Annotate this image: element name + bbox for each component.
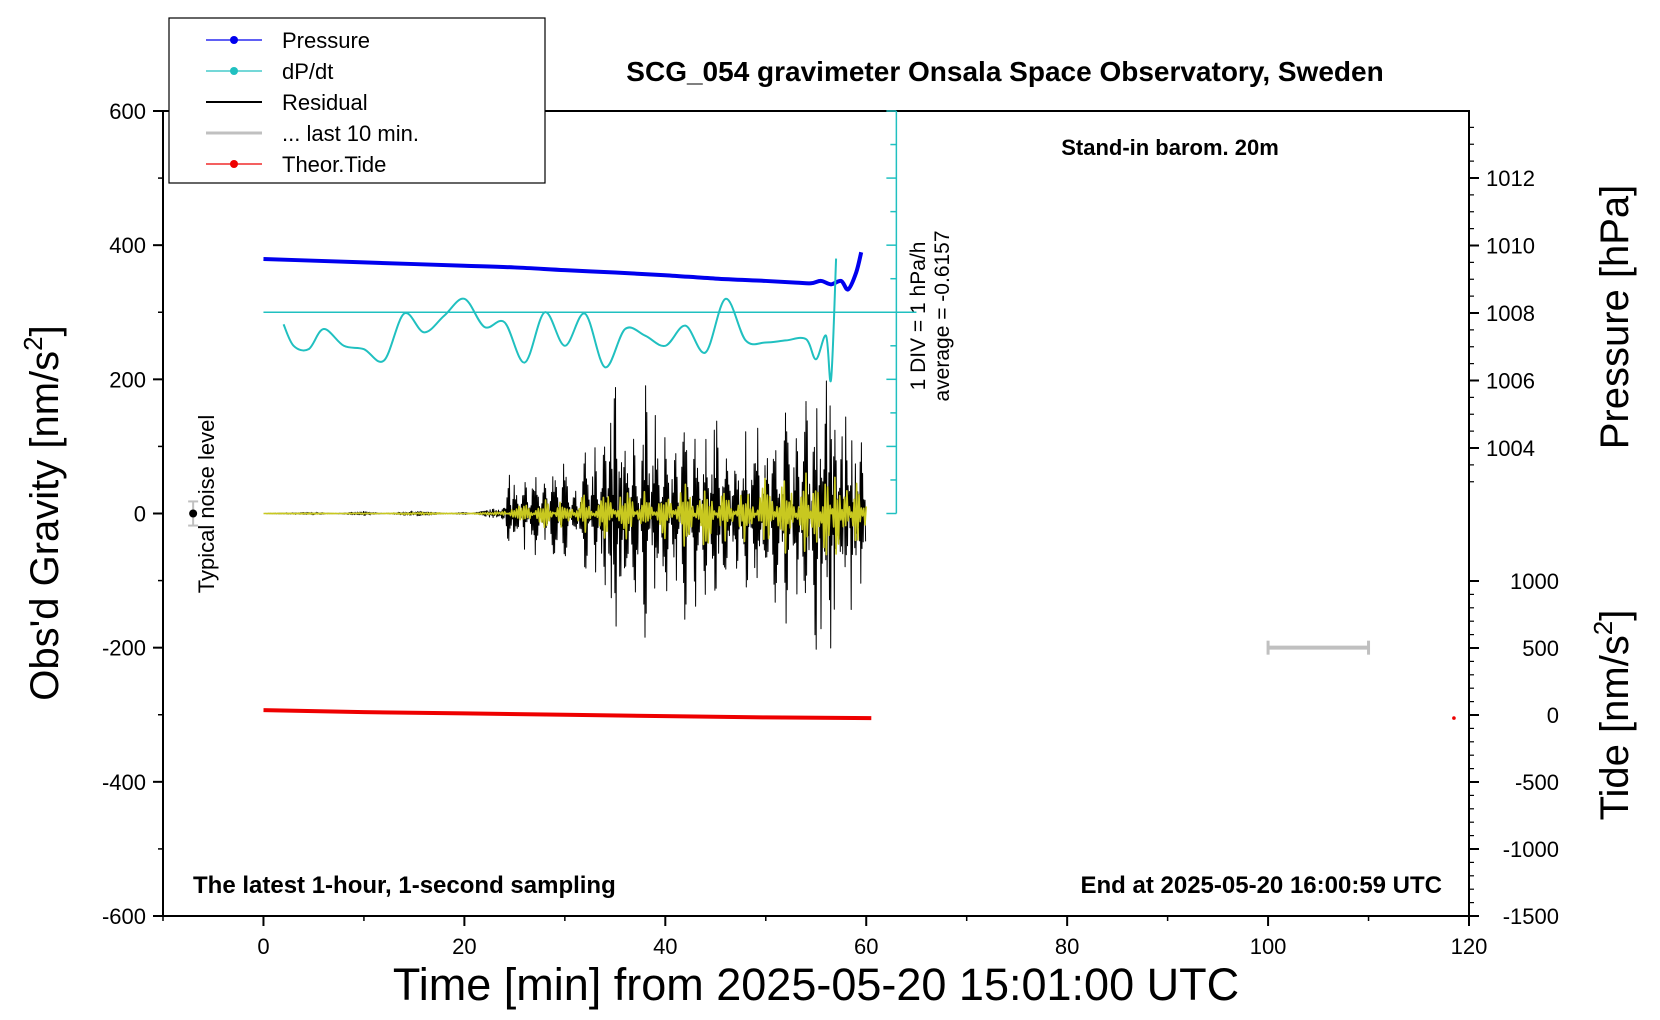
series-dp-dt (282, 258, 838, 383)
y-axis-label-sup: 2 (18, 336, 48, 350)
y-tick-label: 0 (134, 502, 146, 527)
y-tick-label: 600 (109, 99, 146, 124)
end-at-label: End at 2025-05-20 16:00:59 UTC (1081, 872, 1443, 899)
legend-marker (230, 36, 238, 44)
legend-label: dP/dt (282, 59, 333, 84)
y-tick-label: -200 (102, 636, 146, 661)
tide-tick-label: 0 (1547, 703, 1559, 728)
stand-in-label: Stand-in barom. 20m (1061, 135, 1279, 160)
data-series (263, 251, 872, 721)
pressure-tick-label: 1012 (1486, 166, 1535, 191)
dpdt-div-label: 1 DIV = 1 hPa/h (907, 242, 930, 391)
x-tick-label: 100 (1250, 934, 1287, 959)
tide-axis-label-sup: 2 (1588, 621, 1618, 635)
pressure-tick-label: 1008 (1486, 301, 1535, 326)
x-tick-label: 0 (257, 934, 269, 959)
tide-tick-label: 1000 (1510, 569, 1559, 594)
tide-dot (1452, 716, 1456, 720)
x-tick-label: 20 (452, 934, 476, 959)
legend-label: ... last 10 min. (282, 121, 419, 146)
tide-tick-label: -1000 (1503, 837, 1559, 862)
x-tick-label: 40 (653, 934, 677, 959)
legend: Pressure dP/dt Residual ... last 10 min. The… (168, 17, 546, 184)
y-tick-label: 400 (109, 233, 146, 258)
tide-axis-label: Tide [nm/s2] (1588, 610, 1637, 821)
noise-dot (189, 509, 198, 518)
pressure-tick-label: 1004 (1486, 436, 1535, 461)
x-tick-label: 60 (854, 934, 878, 959)
legend-marker (230, 160, 238, 168)
noise-label: Typical noise level (194, 415, 219, 594)
chart-marks (188, 110, 1456, 720)
tide-tick-label: 500 (1522, 636, 1559, 661)
pressure-tick-label: 1010 (1486, 234, 1535, 259)
legend-label: Pressure (282, 28, 370, 53)
x-tick-label: 80 (1055, 934, 1079, 959)
series-pressure (263, 251, 864, 292)
dpdt-average-label: average = -0.6157 (931, 230, 954, 401)
tide-tick-label: -500 (1515, 770, 1559, 795)
y-tick-label: -400 (102, 770, 146, 795)
tide-axis-label-close: ] (1593, 610, 1637, 621)
y-axis-label-main: Obs'd Gravity [nm/s (23, 351, 67, 701)
pressure-axis-label: Pressure [hPa] (1593, 185, 1637, 450)
legend-label: Theor.Tide (282, 152, 386, 177)
legend-marker (230, 67, 238, 75)
latest-label: The latest 1-hour, 1-second sampling (193, 872, 616, 899)
series-filtered (263, 472, 867, 556)
chart-title: SCG_054 gravimeter Onsala Space Observat… (626, 56, 1383, 87)
legend-items: Pressure dP/dt Residual ... last 10 min. The… (206, 28, 419, 177)
tide-tick-label: -1500 (1503, 904, 1559, 929)
y-tick-label: 200 (109, 367, 146, 392)
legend-label: Residual (282, 90, 368, 115)
y-axis-label: Obs'd Gravity [nm/s2] (18, 325, 67, 701)
y-axis-label-close: ] (23, 325, 67, 336)
series-theor-tide (263, 708, 872, 721)
pressure-tick-label: 1006 (1486, 369, 1535, 394)
legend-box (168, 17, 546, 184)
x-tick-label: 120 (1451, 934, 1488, 959)
y-tick-label: -600 (102, 904, 146, 929)
x-axis-label: Time [min] from 2025-05-20 15:01:00 UTC (393, 959, 1239, 1010)
tide-axis-label-main: Tide [nm/s (1593, 635, 1637, 820)
axis-ticks: 0 20 40 60 80 100 120 -600 -400 -200 0 200 400 600 100… (102, 99, 1559, 959)
